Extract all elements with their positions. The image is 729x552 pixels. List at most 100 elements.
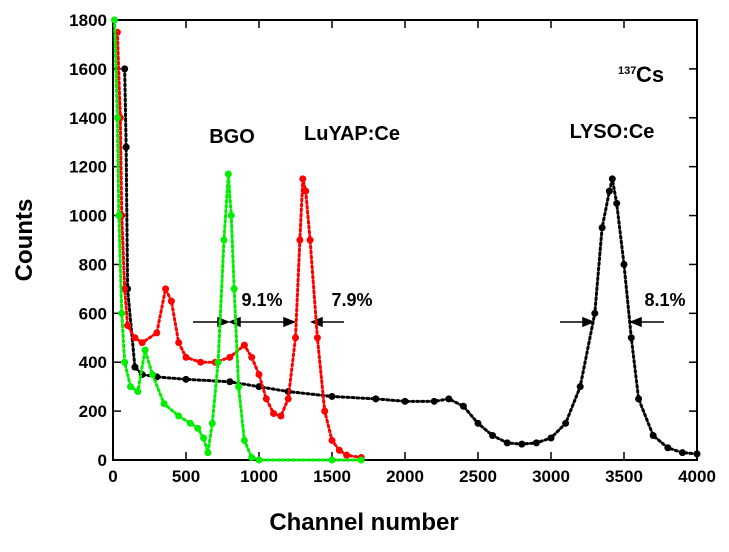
data-point [518, 440, 526, 448]
isotope-element: Cs [636, 62, 664, 87]
fwhm-label: 7.9% [331, 290, 372, 310]
data-point [110, 16, 118, 24]
data-point [230, 285, 238, 293]
data-point [620, 260, 628, 268]
data-point [214, 358, 222, 366]
x-tick-label: 3000 [532, 467, 570, 486]
data-point [124, 322, 132, 330]
data-point [649, 432, 657, 440]
y-tick-label: 400 [79, 353, 107, 372]
data-point [608, 175, 616, 183]
data-point [224, 170, 232, 178]
data-point [138, 339, 146, 347]
x-tick-label: 500 [172, 467, 200, 486]
y-tick-label: 1800 [69, 11, 107, 30]
data-point [357, 456, 365, 464]
data-point [335, 446, 343, 454]
x-tick-label: 3500 [605, 467, 643, 486]
x-tick-label: 2000 [386, 467, 424, 486]
y-tick-label: 1600 [69, 60, 107, 79]
series-label: LYSO:Ce [570, 121, 655, 143]
data-point [160, 400, 168, 408]
data-point [118, 309, 126, 317]
data-point [284, 395, 292, 403]
y-tick-label: 600 [79, 304, 107, 323]
fwhm-label: 8.1% [644, 290, 685, 310]
data-point [127, 383, 135, 391]
y-tick-label: 200 [79, 402, 107, 421]
data-point [474, 419, 482, 427]
data-point [613, 199, 621, 207]
data-point [235, 383, 243, 391]
data-point [328, 436, 336, 444]
data-point [296, 236, 304, 244]
data-point [194, 424, 202, 432]
data-point [226, 378, 234, 386]
data-point [131, 363, 139, 371]
plot-frame [112, 19, 698, 461]
data-point [141, 346, 149, 354]
data-point [255, 456, 263, 464]
data-point [240, 436, 248, 444]
data-point [208, 419, 216, 427]
data-point [182, 375, 190, 383]
isotope-mass: 137 [618, 65, 636, 77]
data-point [605, 187, 613, 195]
data-point [113, 114, 121, 122]
data-point [678, 449, 686, 457]
data-point [248, 353, 256, 361]
x-axis-label: Channel number [269, 509, 458, 536]
data-point [134, 388, 142, 396]
data-point [121, 285, 129, 293]
x-tick-label: 4000 [678, 467, 716, 486]
series-trace [112, 18, 363, 462]
data-point [121, 65, 129, 73]
data-point [627, 334, 635, 342]
data-point [175, 339, 183, 347]
data-point [664, 444, 672, 452]
data-point [122, 143, 130, 151]
data-point [197, 358, 205, 366]
y-axis-label: Counts [11, 199, 38, 282]
data-point [445, 395, 453, 403]
data-point [299, 175, 307, 183]
x-tick-label: 0 [108, 467, 117, 486]
data-point [255, 370, 263, 378]
y-tick-label: 1000 [69, 207, 107, 226]
data-point [321, 407, 329, 415]
series-trace [123, 67, 699, 456]
data-point [591, 309, 599, 317]
data-point [313, 334, 321, 342]
data-point [532, 439, 540, 447]
data-point [240, 341, 248, 349]
data-point [227, 212, 235, 220]
data-point [226, 353, 234, 361]
data-point [220, 236, 228, 244]
data-point [131, 334, 139, 342]
data-point [262, 395, 270, 403]
data-point [328, 456, 336, 464]
data-point [598, 224, 606, 232]
data-point [121, 358, 129, 366]
data-point [328, 392, 336, 400]
data-point [292, 334, 299, 342]
data-point [167, 297, 175, 305]
data-point [503, 439, 511, 447]
data-point [547, 434, 555, 442]
series-label: BGO [209, 126, 255, 148]
data-point [162, 285, 170, 293]
data-point [115, 212, 123, 220]
data-point [204, 449, 212, 457]
data-point [270, 410, 278, 418]
data-point [401, 397, 409, 405]
data-point [693, 450, 701, 458]
data-point [635, 395, 643, 403]
data-point [182, 353, 190, 361]
data-point [153, 329, 161, 337]
data-point [306, 236, 314, 244]
x-tick-label: 1000 [240, 467, 278, 486]
data-point [248, 454, 256, 462]
data-point [372, 395, 380, 403]
y-tick-label: 800 [79, 255, 107, 274]
data-point [277, 412, 285, 420]
